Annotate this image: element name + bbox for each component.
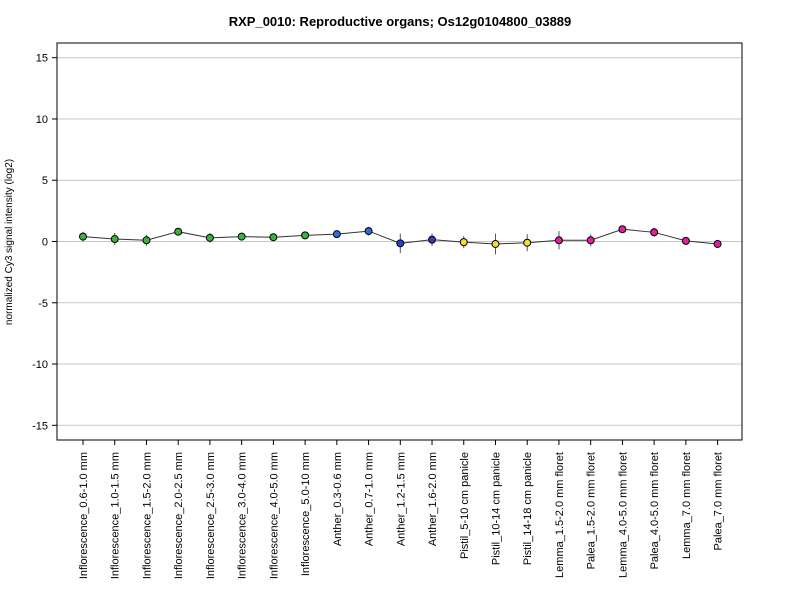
- x-category-label: Anther_1.6-2.0 mm: [427, 452, 439, 546]
- data-point: [364, 227, 373, 236]
- x-axis: Inflorescence_0.6-1.0 mm Inflorescence_1.…: [78, 440, 725, 579]
- data-point: [110, 235, 119, 244]
- y-tick-label: 0: [42, 237, 48, 249]
- x-category-label: Lemma_4.0-5.0 mm floret: [617, 452, 629, 578]
- x-category-label: Anther_0.7-1.0 mm: [364, 452, 376, 546]
- data-point: [650, 228, 659, 237]
- data-point: [79, 232, 87, 241]
- data-points: [79, 225, 722, 248]
- data-point: [174, 227, 183, 236]
- y-tick-label: -10: [32, 359, 48, 371]
- data-point: [713, 239, 722, 248]
- y-tick-label: 5: [42, 175, 48, 187]
- data-point: [554, 236, 563, 245]
- x-category-label: Inflorescence_5.0-10 mm: [300, 452, 312, 576]
- x-category-label: Pistil_5-10 cm panicle: [459, 452, 471, 559]
- x-category-label: Palea_7.0 mm floret: [713, 452, 725, 550]
- data-point: [681, 236, 690, 245]
- x-category-label: Anther_0.3-0.6 mm: [332, 452, 344, 546]
- data-point: [523, 238, 532, 247]
- y-tick-label: -5: [38, 298, 48, 310]
- x-category-label: Pistil_14-18 cm panicle: [522, 452, 534, 565]
- x-category-label: Inflorescence_4.0-5.0 mm: [268, 452, 280, 579]
- data-point: [396, 239, 405, 248]
- data-point: [459, 238, 468, 247]
- x-category-label: Inflorescence_2.0-2.5 mm: [173, 452, 185, 579]
- data-point: [491, 239, 500, 248]
- x-category-label: Lemma_7.0 mm floret: [681, 452, 693, 559]
- x-category-label: Palea_1.5-2.0 mm floret: [586, 452, 598, 569]
- plot-frame: [56, 42, 743, 441]
- y-axis: 15 10 5 0 -5 -10 -15: [32, 53, 57, 432]
- y-tick-label: -15: [32, 420, 48, 432]
- x-category-label: Inflorescence_2.5-3.0 mm: [205, 452, 217, 579]
- grid-lines: [57, 57, 742, 426]
- data-point: [428, 235, 437, 244]
- data-point: [269, 233, 278, 242]
- data-point: [237, 232, 246, 241]
- y-axis-label: normalized Cy3 signal intensity (log2): [4, 159, 15, 325]
- y-tick-label: 10: [36, 114, 48, 126]
- data-point: [205, 233, 214, 242]
- x-category-label: Palea_4.0-5.0 mm floret: [649, 452, 661, 569]
- y-tick-label: 15: [36, 53, 48, 65]
- x-category-label: Inflorescence_1.0-1.5 mm: [110, 452, 122, 579]
- data-point: [618, 225, 627, 234]
- x-category-label: Inflorescence_1.5-2.0 mm: [141, 452, 153, 579]
- x-category-label: Anther_1.2-1.5 mm: [395, 452, 407, 546]
- x-category-label: Pistil_10-14 cm panicle: [490, 452, 502, 565]
- data-point: [301, 231, 310, 240]
- x-category-label: Inflorescence_3.0-4.0 mm: [237, 452, 249, 579]
- x-category-label: Inflorescence_0.6-1.0 mm: [78, 452, 90, 579]
- x-category-label: Lemma_1.5-2.0 mm floret: [554, 452, 566, 578]
- data-point: [332, 230, 341, 239]
- data-point: [142, 236, 151, 245]
- data-point: [586, 236, 595, 245]
- chart-title: RXP_0010: Reproductive organs; Os12g0104…: [229, 14, 572, 29]
